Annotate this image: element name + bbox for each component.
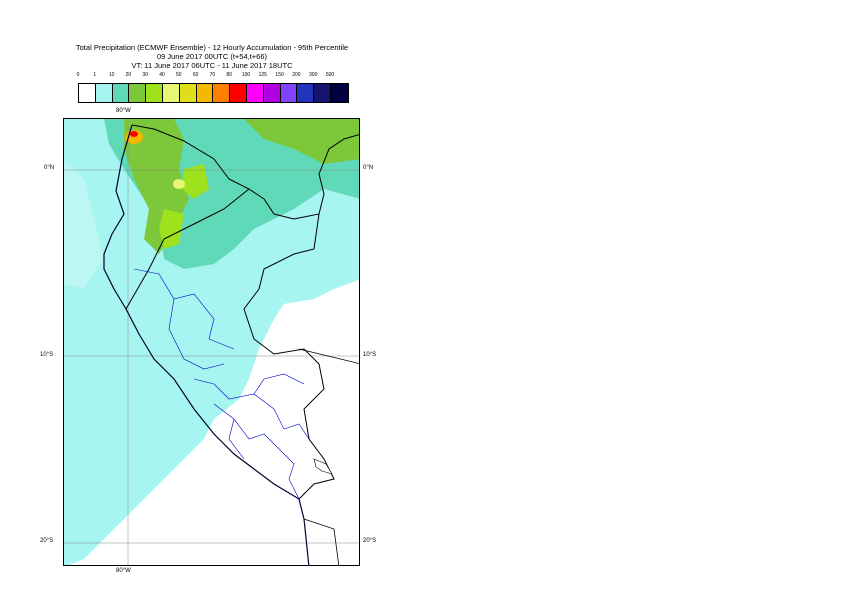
legend-tick-label: 500 [325, 72, 335, 78]
valid-time: VT: 11 June 2017 06UTC - 11 June 2017 18… [131, 61, 293, 70]
legend-tick-label: 10 [108, 72, 115, 78]
legend-swatch [162, 84, 180, 102]
legend-swatch [79, 84, 96, 102]
coastline [103, 124, 310, 565]
legend-tick-label: 200 [292, 72, 301, 78]
legend-tick-label: 80 [226, 72, 232, 78]
legend-tick-label: 100 [241, 72, 251, 78]
legend-swatch [213, 84, 231, 102]
border-ecuador-colombia [131, 124, 359, 220]
precip-light-field-west [64, 159, 104, 289]
legend-tick-label: 60 [192, 72, 199, 78]
legend-tick-label: 40 [159, 72, 165, 78]
border-chile [303, 518, 340, 565]
lat-label-right-0: 0°N [363, 165, 374, 171]
department-borders [133, 268, 310, 500]
legend-tick-label: 1 [93, 72, 97, 78]
legend-swatch [95, 84, 113, 102]
precip-heavy-field-north [244, 119, 359, 164]
precip-max-red [130, 131, 138, 137]
lat-label-right-20: 20°S [363, 538, 377, 544]
chart-title: Total Precipitation (ECMWF Ensemble) - 1… [75, 43, 349, 52]
legend-swatch [129, 84, 147, 102]
legend-swatch [314, 84, 331, 102]
legend-swatch [246, 84, 264, 102]
legend-swatch [297, 84, 315, 102]
legend-swatch [179, 84, 197, 102]
base-time: 09 June 2017 00UTC (t+54,t+66) [156, 52, 268, 61]
legend-swatch [230, 84, 247, 102]
precip-very-heavy-2 [159, 209, 184, 249]
border-peru-north [125, 188, 250, 310]
legend-color-bar [78, 83, 349, 103]
legend-tick-label: 70 [209, 72, 216, 78]
legend-tick-label: 30 [142, 72, 148, 78]
color-legend: 0 1 10 20 30 40 50 60 70 80 100 125 150 200 300 500 [76, 72, 349, 104]
lat-label-right-10: 10°S [363, 352, 377, 358]
legend-swatch [112, 84, 130, 102]
legend-tick-label: 50 [176, 72, 182, 78]
lake-titicaca [313, 458, 333, 475]
precip-very-heavy [182, 164, 209, 199]
legend-swatch [196, 84, 214, 102]
lon-label-top: 80°W [116, 108, 131, 114]
legend-swatch [280, 84, 298, 102]
precip-core [173, 179, 185, 189]
precip-light-field [64, 119, 359, 565]
lat-label-left-10: 10°S [40, 352, 54, 358]
legend-tick-label: 125 [258, 72, 267, 78]
border-bolivia [298, 348, 359, 364]
precipitation-map [63, 118, 360, 566]
legend-swatch [146, 84, 163, 102]
legend-tick-labels: 0 1 10 20 30 40 50 60 70 80 100 125 150 200 300 500 [76, 72, 348, 82]
legend-tick-label: 0 [76, 72, 80, 78]
legend-tick-label: 300 [309, 72, 318, 78]
ocean-streaks [67, 362, 115, 514]
legend-tick-label: 150 [275, 72, 284, 78]
lon-label-bottom: 80°W [116, 568, 131, 574]
legend-swatch [330, 84, 348, 102]
lat-label-left-0: 0°N [44, 165, 55, 171]
legend-swatch [263, 84, 281, 102]
precip-light-field-south [64, 299, 114, 459]
lat-label-left-20: 20°S [40, 538, 54, 544]
legend-tick-label: 20 [125, 72, 132, 78]
map-svg [64, 119, 359, 565]
